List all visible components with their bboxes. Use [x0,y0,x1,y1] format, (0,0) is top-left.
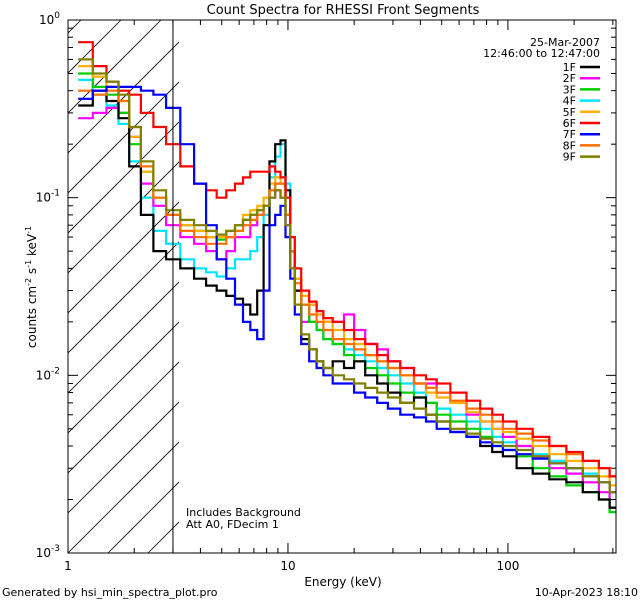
y-axis: 100 10-1 10-2 10-3 [36,11,616,560]
series-layer [78,41,616,514]
hatch-line [68,401,179,514]
chart-title: Count Spectra for RHESSI Front Segments [207,3,480,18]
x-axis: 1 10 100 [64,20,614,573]
below-threshold-hatched-region [68,20,179,553]
series-6f-line [78,41,616,478]
legend-label-6f: 6F [563,117,576,130]
hatch-line [107,481,179,553]
legend-label-9f: 9F [563,151,576,164]
hatch-line [68,121,179,234]
observation-time-range: 12:46:00 to 12:47:00 [483,47,600,60]
observation-date: 25-Mar-2007 [530,36,600,49]
legend-label-3f: 3F [563,83,576,96]
hatch-line [68,321,179,434]
hatch-line [68,241,179,354]
legend-label-7f: 7F [563,128,576,141]
x-tick-label: 100 [496,559,519,573]
y-tick-label: 100 [39,11,60,27]
y-tick-label: 10-1 [36,189,60,205]
legend-label-8f: 8F [563,139,576,152]
hatch-line [68,281,179,394]
series-8f-line [78,89,616,478]
series-2f-line [78,106,616,509]
plot-frame [67,19,617,554]
hatch-line [68,81,179,194]
hatch-line [68,20,122,74]
legend-label-4f: 4F [563,95,576,108]
timestamp-footer: 10-Apr-2023 18:10 [535,586,638,599]
x-tick-label: 10 [280,559,295,573]
annotation-background: Includes Background [186,506,301,519]
y-tick-label: 10-2 [36,366,60,382]
series-7f-line [78,85,616,494]
hatch-line [68,361,179,474]
legend-label-1f: 1F [563,61,576,74]
legend-label-2f: 2F [563,72,576,85]
legend-label-5f: 5F [563,106,576,119]
x-tick-label: 1 [64,559,72,573]
series-9f-line [78,58,616,494]
y-tick-label: 10-3 [36,544,60,560]
x-axis-label: Energy (keV) [304,575,381,589]
annotation-attenuator: Att A0, FDecim 1 [186,518,279,531]
hatch-line [68,441,179,553]
y-axis-label: counts cm-2 s-1 keV-1 [24,226,39,348]
generated-by-footer: Generated by hsi_min_spectra_plot.pro [2,586,218,599]
hatch-line [68,201,179,314]
